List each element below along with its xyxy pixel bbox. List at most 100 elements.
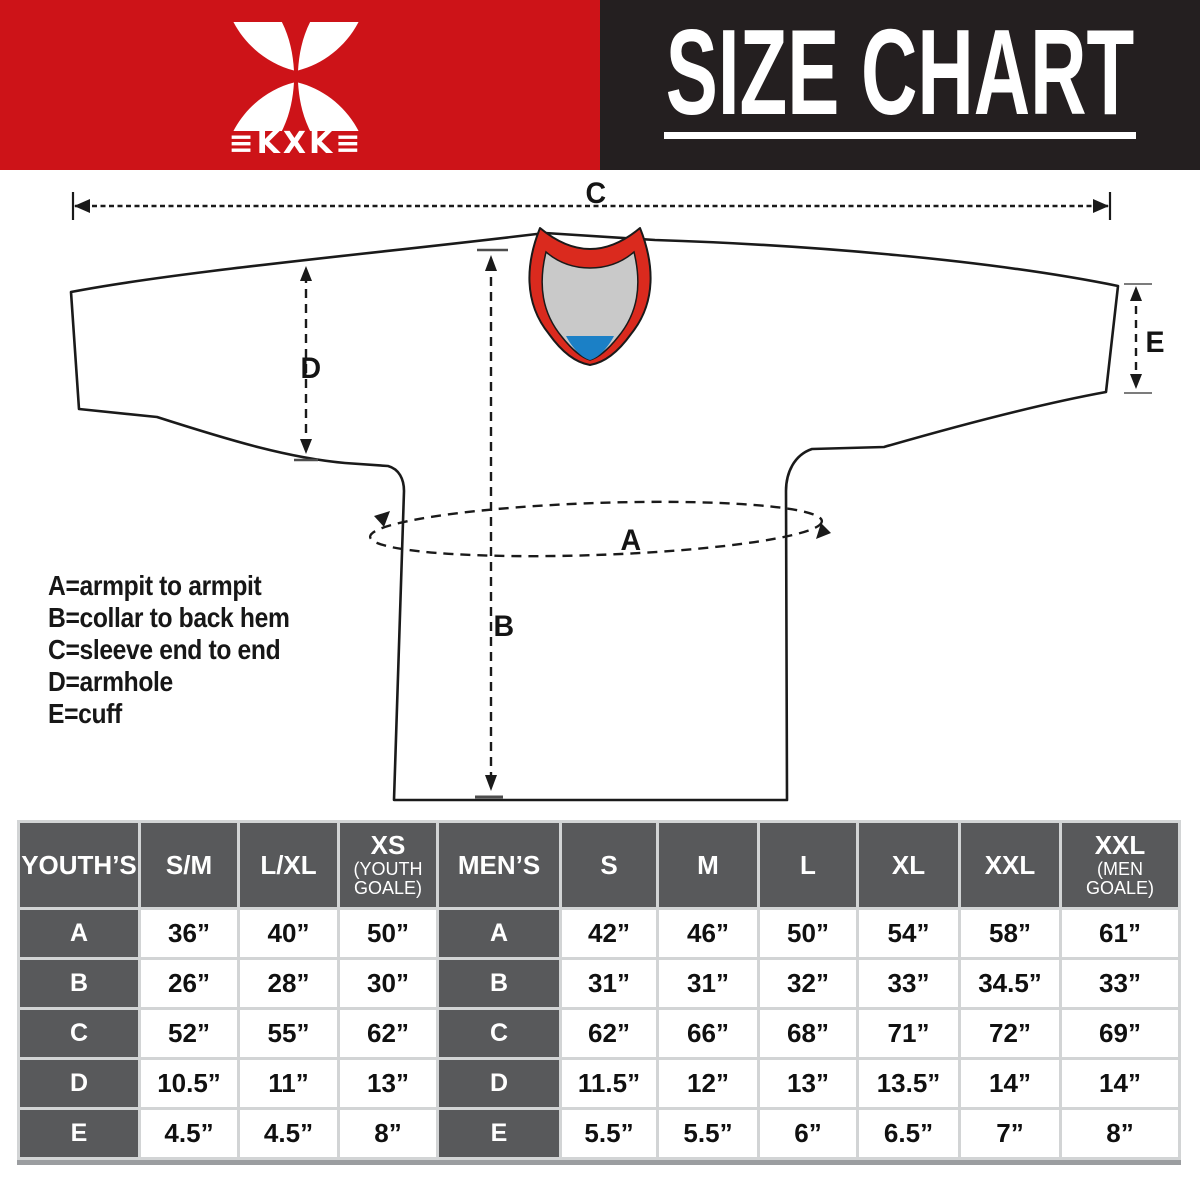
size-value: 62” — [562, 1010, 656, 1057]
dimension-a — [368, 500, 831, 558]
size-value: 31” — [562, 960, 656, 1007]
youth-row-label-e: E — [20, 1110, 138, 1157]
size-value: 5.5” — [562, 1110, 656, 1157]
youth-row-label-a: A — [20, 910, 138, 957]
dimension-label-b: B — [493, 610, 515, 643]
youth-col-lxl: L/XL — [240, 823, 337, 907]
dimension-label-d: D — [300, 352, 322, 385]
size-value: 11” — [240, 1060, 337, 1107]
dimension-label-c: C — [585, 177, 607, 210]
youth-section-header: YOUTH’S — [20, 823, 138, 907]
size-value: 26” — [141, 960, 237, 1007]
men-col-xxl-main: XXL — [1094, 830, 1146, 860]
header-banner: ≡KXK≡ SIZE CHART — [0, 0, 1200, 170]
size-value: 72” — [961, 1010, 1059, 1057]
dimension-c — [71, 192, 1112, 220]
size-value: 68” — [760, 1010, 856, 1057]
size-value: 46” — [659, 910, 757, 957]
size-value: 13” — [760, 1060, 856, 1107]
dimension-label-a: A — [620, 524, 642, 557]
men-col-l: L — [760, 823, 856, 907]
size-value: 32” — [760, 960, 856, 1007]
jersey-outline — [69, 231, 1120, 802]
dimension-e — [1124, 283, 1152, 394]
legend-line-d: D=armhole — [48, 666, 173, 697]
collar-inner-gray — [541, 250, 639, 361]
size-value: 31” — [659, 960, 757, 1007]
brand-banner: ≡KXK≡ — [0, 0, 600, 170]
dimension-b — [475, 248, 508, 799]
size-value: 36” — [141, 910, 237, 957]
men-col-xxl-sub: (MEN GOALE) — [1085, 859, 1155, 898]
size-value: 71” — [859, 1010, 958, 1057]
legend-line-a: A=armpit to armpit — [48, 570, 262, 601]
youth-row-label-c: C — [20, 1010, 138, 1057]
kxk-logo-icon — [233, 22, 359, 131]
size-value: 55” — [240, 1010, 337, 1057]
size-value: 10.5” — [141, 1060, 237, 1107]
size-value: 50” — [760, 910, 856, 957]
youth-col-xs-sub: (YOUTH GOALE) — [353, 859, 423, 898]
size-value: 6.5” — [859, 1110, 958, 1157]
youth-col-sm: S/M — [141, 823, 237, 907]
men-row-label-c: C — [439, 1010, 559, 1057]
title-underline — [664, 132, 1136, 139]
legend-line-c: C=sleeve end to end — [48, 634, 281, 665]
size-value: 4.5” — [141, 1110, 237, 1157]
size-value: 8” — [340, 1110, 436, 1157]
size-value: 14” — [961, 1060, 1059, 1107]
size-value: 69” — [1062, 1010, 1178, 1057]
youth-row-label-d: D — [20, 1060, 138, 1107]
size-value: 28” — [240, 960, 337, 1007]
men-row-label-a: A — [439, 910, 559, 957]
dimension-d — [294, 266, 318, 462]
size-value: 14” — [1062, 1060, 1178, 1107]
size-value: 12” — [659, 1060, 757, 1107]
men-col-s: S — [562, 823, 656, 907]
youth-row-label-b: B — [20, 960, 138, 1007]
size-value: 13” — [340, 1060, 436, 1107]
youth-col-xs-main: XS — [370, 830, 406, 860]
size-value: 50” — [340, 910, 436, 957]
men-col-m: M — [659, 823, 757, 907]
size-value: 7” — [961, 1110, 1059, 1157]
page-title: SIZE CHART — [665, 4, 1135, 140]
men-col-xxl-goalie: XXL (MEN GOALE) — [1062, 823, 1178, 907]
legend-line-b: B=collar to back hem — [48, 602, 290, 633]
collar — [528, 227, 652, 366]
size-value: 6” — [760, 1110, 856, 1157]
size-value: 58” — [961, 910, 1059, 957]
size-value: 33” — [859, 960, 958, 1007]
size-value: 13.5” — [859, 1060, 958, 1107]
size-value: 62” — [340, 1010, 436, 1057]
size-value: 40” — [240, 910, 337, 957]
men-col-xl: XL — [859, 823, 958, 907]
size-value: 42” — [562, 910, 656, 957]
legend-line-e: E=cuff — [48, 698, 122, 729]
size-value: 66” — [659, 1010, 757, 1057]
collar-blue-insert — [566, 336, 614, 360]
size-value: 8” — [1062, 1110, 1178, 1157]
size-value: 61” — [1062, 910, 1178, 957]
men-col-xxl: XXL — [961, 823, 1059, 907]
men-row-label-b: B — [439, 960, 559, 1007]
measurement-legend: A=armpit to armpit B=collar to back hem … — [48, 570, 290, 730]
size-table: YOUTH’S S/M L/XL XS (YOUTH GOALE) MEN’S … — [17, 820, 1181, 1165]
size-value: 11.5” — [562, 1060, 656, 1107]
men-row-label-d: D — [439, 1060, 559, 1107]
size-value: 4.5” — [240, 1110, 337, 1157]
youth-col-xs-goalie: XS (YOUTH GOALE) — [340, 823, 436, 907]
title-banner: SIZE CHART — [600, 0, 1200, 170]
men-section-header: MEN’S — [439, 823, 559, 907]
logo-wordmark: ≡KXK≡ — [228, 126, 364, 161]
size-value: 5.5” — [659, 1110, 757, 1157]
size-value: 30” — [340, 960, 436, 1007]
size-value: 34.5” — [961, 960, 1059, 1007]
size-value: 54” — [859, 910, 958, 957]
size-value: 33” — [1062, 960, 1178, 1007]
dimension-label-e: E — [1145, 326, 1165, 359]
men-row-label-e: E — [439, 1110, 559, 1157]
size-value: 52” — [141, 1010, 237, 1057]
